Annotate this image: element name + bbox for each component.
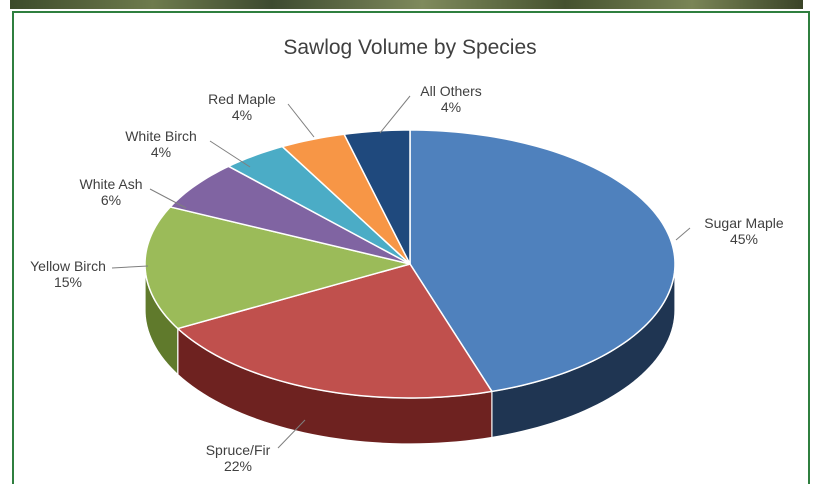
slice-label-white-ash: White Ash [79, 176, 142, 192]
label-leaders [111, 95, 691, 449]
slice-label-white-birch: White Birch [125, 128, 197, 144]
pie-slice-all-others [343, 129, 411, 265]
pie-slice-white-ash [169, 165, 411, 265]
slice-percent-white-birch: 4% [151, 144, 171, 160]
slice-percent-sugar-maple: 45% [730, 231, 758, 247]
slice-label-spruce-fir: Spruce/Fir [206, 442, 271, 458]
slice-label-red-maple: Red Maple [208, 91, 276, 107]
pie-slice-spruce-fir [177, 263, 493, 399]
pie-slices [144, 129, 676, 399]
leader-line-spruce-fir [277, 419, 306, 449]
pie-slice-white-birch [227, 145, 411, 265]
slice-percent-all-others: 4% [441, 99, 461, 115]
slice-percent-spruce-fir: 22% [224, 458, 252, 474]
slice-label-all-others: All Others [420, 83, 481, 99]
pie-slice-yellow-birch [144, 206, 411, 330]
pie-slice-red-maple [281, 133, 411, 265]
leader-line-red-maple [287, 103, 315, 138]
slice-label-yellow-birch: Yellow Birch [30, 258, 106, 274]
leader-line-all-others [379, 95, 411, 134]
chart-title: Sawlog Volume by Species [283, 36, 536, 59]
slice-percent-yellow-birch: 15% [54, 274, 82, 290]
slice-percent-red-maple: 4% [232, 107, 252, 123]
pie-slice-sugar-maple [409, 129, 676, 393]
leader-line-yellow-birch [111, 265, 149, 269]
leader-line-white-birch [209, 140, 251, 168]
leader-line-sugar-maple [675, 227, 691, 241]
leader-line-white-ash [149, 188, 187, 209]
slice-percent-white-ash: 6% [101, 192, 121, 208]
header-photo-strip [10, 0, 803, 9]
slice-label-sugar-maple: Sugar Maple [704, 215, 784, 231]
